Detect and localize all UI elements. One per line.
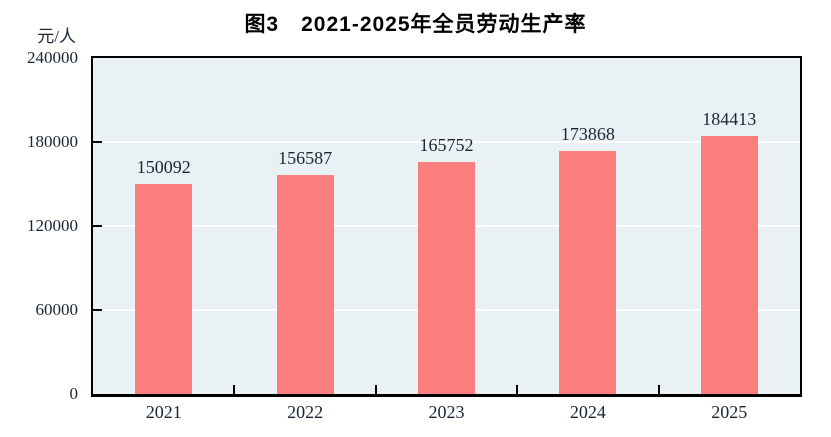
- y-tick-label-240000: 240000: [27, 48, 78, 67]
- bar-2025: [700, 135, 758, 394]
- bar-value-label-2025: 184413: [702, 108, 757, 129]
- x-category-label-2023: 2023: [428, 402, 465, 422]
- bar-2024: [559, 150, 617, 394]
- x-category-label-2025: 2025: [711, 402, 748, 422]
- gridline-180000: [93, 141, 800, 143]
- x-category-label-2022: 2022: [287, 402, 324, 422]
- x-tick-mark-1: [233, 385, 236, 394]
- bar-2021: [135, 183, 193, 394]
- y-tick-label-0: 0: [69, 384, 79, 403]
- y-tick-mark-180000: [93, 141, 102, 143]
- bar-2022: [276, 174, 334, 394]
- x-tick-mark-2: [374, 385, 377, 394]
- bar-2023: [418, 161, 475, 394]
- bar-value-label-2023: 165752: [419, 134, 474, 155]
- x-tick-mark-3: [516, 385, 519, 394]
- bar-value-label-2024: 173868: [560, 123, 615, 144]
- y-axis-unit-label: 元/人: [37, 27, 76, 46]
- y-tick-mark-60000: [93, 309, 102, 311]
- bar-value-label-2021: 150092: [136, 156, 191, 177]
- x-category-label-2021: 2021: [145, 402, 182, 422]
- x-category-label-2024: 2024: [569, 402, 606, 422]
- y-tick-label-120000: 120000: [27, 216, 78, 235]
- x-tick-mark-4: [657, 385, 660, 394]
- y-tick-label-180000: 180000: [27, 132, 78, 151]
- plot-area: 150092 156587 165752 173868 184413: [91, 56, 802, 397]
- y-tick-mark-120000: [93, 225, 102, 227]
- bar-value-label-2022: 156587: [278, 147, 333, 168]
- y-tick-label-60000: 60000: [35, 300, 79, 319]
- chart-title: 图3 2021-2025年全员劳动生产率: [244, 13, 587, 36]
